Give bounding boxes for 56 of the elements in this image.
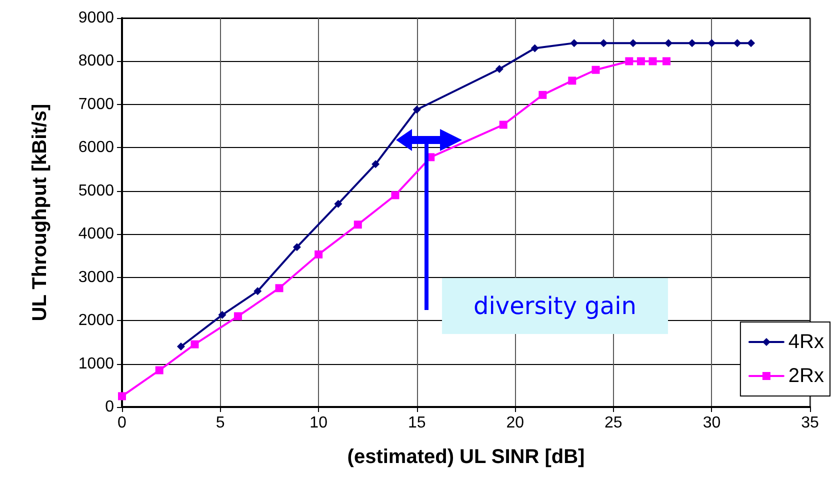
point [234, 312, 242, 320]
point [314, 250, 323, 258]
point [625, 57, 634, 66]
y-tick-label: 1000 [78, 355, 114, 372]
point [592, 66, 600, 74]
x-tick-label: 25 [604, 414, 622, 432]
x-tick-label: 0 [118, 414, 127, 432]
y-tick-label: 3000 [78, 268, 114, 286]
point [155, 366, 164, 374]
point [600, 39, 608, 48]
point [538, 90, 547, 99]
x-tick-label: 35 [801, 414, 819, 432]
point [747, 39, 756, 48]
point [118, 392, 126, 400]
point [254, 287, 262, 296]
x-tick-label: 30 [702, 414, 721, 432]
point [218, 310, 226, 319]
point [733, 39, 742, 48]
point [334, 200, 342, 208]
x-tick-label: 20 [506, 414, 524, 432]
point [636, 57, 645, 66]
x-tick-label: 5 [216, 414, 225, 432]
y-tick-label: 0 [105, 398, 114, 416]
x-tick-label: 10 [310, 414, 328, 432]
x-axis-title: (estimated) UL SINR [dB] [347, 446, 585, 468]
point [354, 220, 362, 229]
point [499, 120, 508, 129]
point [495, 65, 504, 73]
annotation: diversity gain [442, 278, 668, 334]
point [648, 57, 657, 66]
legend-label: 2Rx [788, 365, 824, 387]
legend-label: 4Rx [788, 331, 824, 353]
point [391, 191, 400, 200]
point [176, 342, 185, 350]
point [568, 76, 576, 85]
y-tick-label: 2000 [78, 312, 114, 330]
point [292, 243, 301, 252]
y-tick-label: 5000 [78, 182, 114, 200]
point [372, 160, 380, 168]
y-axis-title: UL Throughput [kBit/s] [29, 104, 51, 322]
point [570, 39, 578, 48]
point [629, 39, 638, 48]
point [708, 39, 716, 48]
point [190, 340, 199, 348]
x-tick-label: 15 [408, 414, 426, 432]
point [275, 284, 284, 292]
y-tick-label: 6000 [78, 139, 114, 156]
y-tick-label: 4000 [78, 226, 114, 243]
point [412, 106, 421, 114]
y-tick-label: 7000 [78, 96, 114, 113]
point [662, 57, 671, 66]
y-tick-label: 9000 [78, 10, 114, 26]
point [664, 39, 672, 48]
point [688, 39, 696, 48]
point [530, 44, 539, 52]
y-tick-label: 8000 [78, 52, 114, 70]
